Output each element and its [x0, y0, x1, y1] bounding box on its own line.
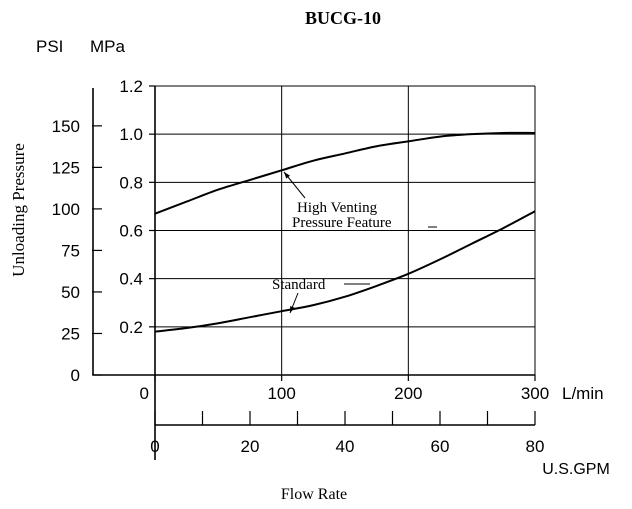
mpa-tick-label: 0.6 — [119, 222, 143, 241]
lpm-unit-label: L/min — [562, 384, 604, 403]
curves — [154, 131, 536, 333]
lpm-tick-label: 100 — [267, 384, 295, 403]
psi-tick-label: 50 — [61, 283, 80, 302]
mpa-tick-label: 0.4 — [119, 270, 143, 289]
mpa-tick-label: 0.2 — [119, 318, 143, 337]
leader-standard-arrowhead — [290, 306, 295, 313]
chart-title: BUCG-10 — [305, 8, 381, 28]
plot-frame — [155, 85, 536, 375]
mpa-tick-label: 1.0 — [119, 125, 143, 144]
series-label-standard: Standard — [272, 277, 326, 293]
psi-tick-label: 0 — [71, 366, 80, 385]
grid-lines — [155, 86, 535, 375]
series-label-high-venting: High Venting — [297, 200, 378, 216]
psi-tick-label: 100 — [52, 200, 80, 219]
psi-axis-unit: PSI — [36, 37, 63, 56]
x-axis-title: Flow Rate — [281, 486, 347, 503]
mpa-tick-label: 1.2 — [119, 77, 143, 96]
lpm-tick-label: 0 — [140, 384, 149, 403]
gpm-tick-label: 60 — [431, 437, 450, 456]
mpa-axis-unit: MPa — [90, 37, 126, 56]
mpa-tick-label: 0.8 — [119, 173, 143, 192]
gpm-tick-label: 80 — [526, 437, 545, 456]
psi-tick-label: 75 — [61, 241, 80, 260]
psi-tick-label: 25 — [61, 324, 80, 343]
gpm-tick-label: 20 — [241, 437, 260, 456]
series-label-high-venting-2: Pressure Feature — [292, 215, 392, 231]
lpm-axis: 0 100 200 300 — [93, 374, 549, 403]
gpm-axis: 0 20 40 60 80 — [150, 411, 544, 456]
y-axis-title: Unloading Pressure — [9, 143, 28, 277]
series-line-high-venting — [154, 131, 536, 215]
gpm-tick-label: 40 — [336, 437, 355, 456]
lpm-tick-label: 300 — [521, 384, 549, 403]
series-line-standard — [154, 210, 536, 333]
psi-tick-label: 125 — [52, 158, 80, 177]
psi-tick-label: 150 — [52, 117, 80, 136]
mpa-axis: 0.2 0.4 0.6 0.8 1.0 1.2 — [119, 77, 156, 460]
leader-high-venting-arrowhead — [284, 172, 290, 179]
lpm-tick-label: 200 — [394, 384, 422, 403]
gpm-tick-label: 0 — [150, 437, 159, 456]
psi-axis: 0 25 50 75 100 125 150 — [52, 88, 102, 385]
gpm-unit-label: U.S.GPM — [542, 461, 610, 478]
